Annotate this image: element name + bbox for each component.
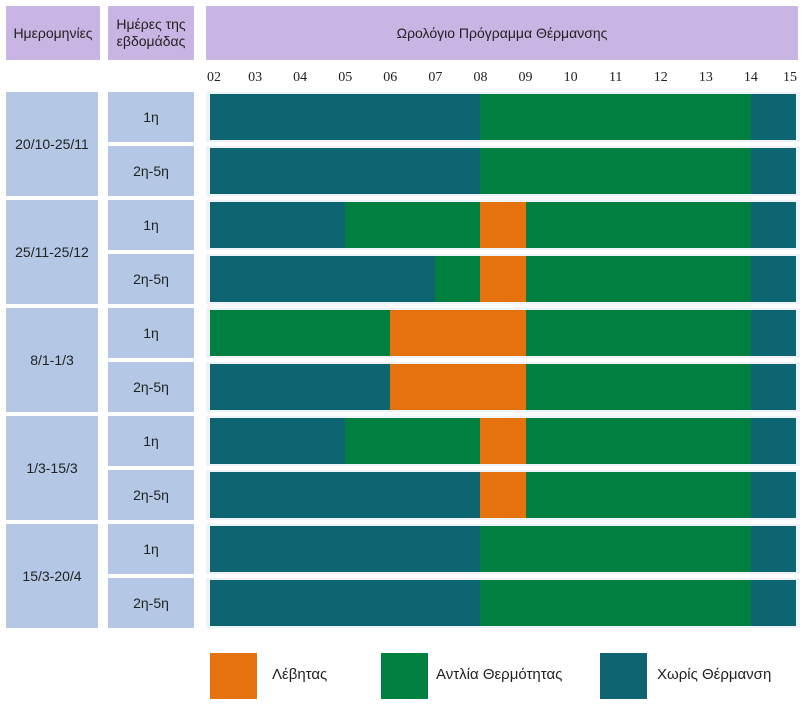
schedule-bar-heat-pump xyxy=(525,364,751,410)
weekday-cell: 2η-5η xyxy=(108,578,194,628)
date-range-label: 20/10-25/11 xyxy=(15,136,89,152)
weekday-label: 1η xyxy=(143,109,159,125)
weekday-cell: 2η-5η xyxy=(108,362,194,412)
schedule-bar-boiler xyxy=(390,310,526,356)
schedule-bar-no-heating xyxy=(750,526,796,572)
x-tick-label: 03 xyxy=(248,70,263,85)
weekday-cell: 2η-5η xyxy=(108,470,194,520)
schedule-bar-no-heating xyxy=(750,94,796,140)
schedule-bar-no-heating xyxy=(750,310,796,356)
schedule-bar-no-heating xyxy=(210,526,481,572)
chart-title: Ωρολόγιο Πρόγραμμα Θέρμανσης xyxy=(396,24,608,41)
days-column-header-label: Ημέρες της εβδομάδας xyxy=(116,16,186,49)
schedule-bar-no-heating xyxy=(750,256,796,302)
weekday-label: 1η xyxy=(143,433,159,449)
schedule-bar-heat-pump xyxy=(210,310,391,356)
schedule-bar-heat-pump xyxy=(525,202,751,248)
schedule-bar-heat-pump xyxy=(525,418,751,464)
legend-swatch-heat-pump xyxy=(381,653,428,699)
schedule-bar-no-heating xyxy=(210,256,436,302)
schedule-bar-heat-pump xyxy=(525,256,751,302)
schedule-bar-heat-pump xyxy=(525,310,751,356)
schedule-bar-heat-pump xyxy=(480,94,751,140)
schedule-bar-no-heating xyxy=(210,418,346,464)
schedule-bar-heat-pump xyxy=(345,418,481,464)
date-range-label: 8/1-1/3 xyxy=(30,352,74,368)
schedule-bar-boiler xyxy=(390,364,526,410)
x-tick-label: 02 xyxy=(207,70,221,85)
schedule-bar-no-heating xyxy=(750,580,796,626)
legend-label-boiler: Λέβητας xyxy=(272,666,328,683)
x-tick-label: 06 xyxy=(383,70,398,85)
x-tick-label: 07 xyxy=(428,70,443,85)
schedule-bar-no-heating xyxy=(210,94,481,140)
weekday-cell: 1η xyxy=(108,308,194,358)
schedule-bar-no-heating xyxy=(210,202,346,248)
x-tick-label: 12 xyxy=(653,70,668,85)
legend-label-no-heating: Χωρίς Θέρμανση xyxy=(657,666,772,683)
schedule-bar-heat-pump xyxy=(480,148,751,194)
x-tick-label: 10 xyxy=(563,70,578,85)
x-tick-label: 13 xyxy=(698,70,713,85)
x-tick-label: 14 xyxy=(743,70,758,85)
weekday-label: 2η-5η xyxy=(133,271,169,287)
legend-label-heat-pump: Αντλία Θερμότητας xyxy=(436,666,563,683)
weekday-label: 2η-5η xyxy=(133,487,169,503)
date-range-label: 25/11-25/12 xyxy=(15,244,89,260)
weekday-label: 2η-5η xyxy=(133,379,169,395)
schedule-bar-heat-pump xyxy=(480,580,751,626)
weekday-label: 1η xyxy=(143,325,159,341)
schedule-bar-heat-pump xyxy=(480,526,751,572)
schedule-bar-boiler xyxy=(480,202,526,248)
schedule-bar-heat-pump xyxy=(345,202,481,248)
schedule-bar-boiler xyxy=(480,418,526,464)
weekday-label: 2η-5η xyxy=(133,595,169,611)
weekday-cell: 1η xyxy=(108,524,194,574)
x-tick-label: 05 xyxy=(338,70,353,85)
date-range-cell: 15/3-20/4 xyxy=(6,524,98,628)
weekday-cell: 2η-5η xyxy=(108,146,194,196)
weekday-label: 1η xyxy=(143,541,159,557)
date-range-label: 1/3-15/3 xyxy=(26,460,78,476)
date-range-label: 15/3-20/4 xyxy=(22,568,82,584)
dates-column-header-label: Ημερομηνίες xyxy=(13,24,93,41)
weekday-cell: 1η xyxy=(108,200,194,250)
schedule-bar-no-heating xyxy=(750,364,796,410)
x-tick-label: 09 xyxy=(518,70,533,85)
x-tick-label: 04 xyxy=(293,70,308,85)
schedule-bar-no-heating xyxy=(210,580,481,626)
schedule-bar-no-heating xyxy=(210,472,481,518)
dates-column-header: Ημερομηνίες xyxy=(6,6,100,60)
weekday-cell: 1η xyxy=(108,92,194,142)
weekday-cell: 2η-5η xyxy=(108,254,194,304)
weekday-cell: 1η xyxy=(108,416,194,466)
schedule-bar-no-heating xyxy=(210,364,391,410)
schedule-bar-no-heating xyxy=(750,148,796,194)
date-range-cell: 20/10-25/11 xyxy=(6,92,98,196)
weekday-label: 1η xyxy=(143,217,159,233)
days-column-header: Ημέρες της εβδομάδας xyxy=(108,6,194,60)
schedule-bar-no-heating xyxy=(750,472,796,518)
schedule-bar-boiler xyxy=(480,256,526,302)
date-range-cell: 1/3-15/3 xyxy=(6,416,98,520)
schedule-bar-no-heating xyxy=(210,148,481,194)
schedule-bar-boiler xyxy=(480,472,526,518)
weekday-label: 2η-5η xyxy=(133,163,169,179)
date-range-cell: 8/1-1/3 xyxy=(6,308,98,412)
schedule-bar-heat-pump xyxy=(525,472,751,518)
x-tick-label: 08 xyxy=(473,70,488,85)
x-tick-label: 15 xyxy=(783,70,797,85)
legend-swatch-boiler xyxy=(210,653,257,699)
schedule-bar-no-heating xyxy=(750,202,796,248)
legend-swatch-no-heating xyxy=(600,653,647,699)
x-tick-label: 11 xyxy=(608,70,623,85)
schedule-bar-heat-pump xyxy=(435,256,481,302)
chart-title-header: Ωρολόγιο Πρόγραμμα Θέρμανσης xyxy=(206,6,798,60)
date-range-cell: 25/11-25/12 xyxy=(6,200,98,304)
schedule-bar-no-heating xyxy=(750,418,796,464)
